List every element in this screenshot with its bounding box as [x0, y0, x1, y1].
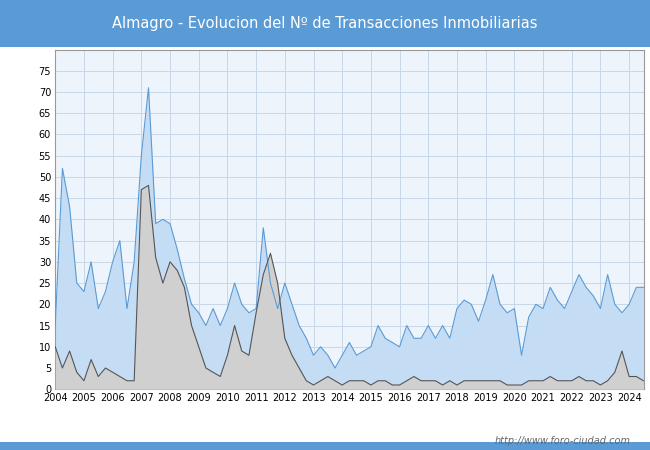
Legend: Viviendas Nuevas, Viviendas Usadas: Viviendas Nuevas, Viviendas Usadas — [202, 446, 497, 450]
Text: Almagro - Evolucion del Nº de Transacciones Inmobiliarias: Almagro - Evolucion del Nº de Transaccio… — [112, 16, 538, 31]
Text: http://www.foro-ciudad.com: http://www.foro-ciudad.com — [495, 436, 630, 446]
